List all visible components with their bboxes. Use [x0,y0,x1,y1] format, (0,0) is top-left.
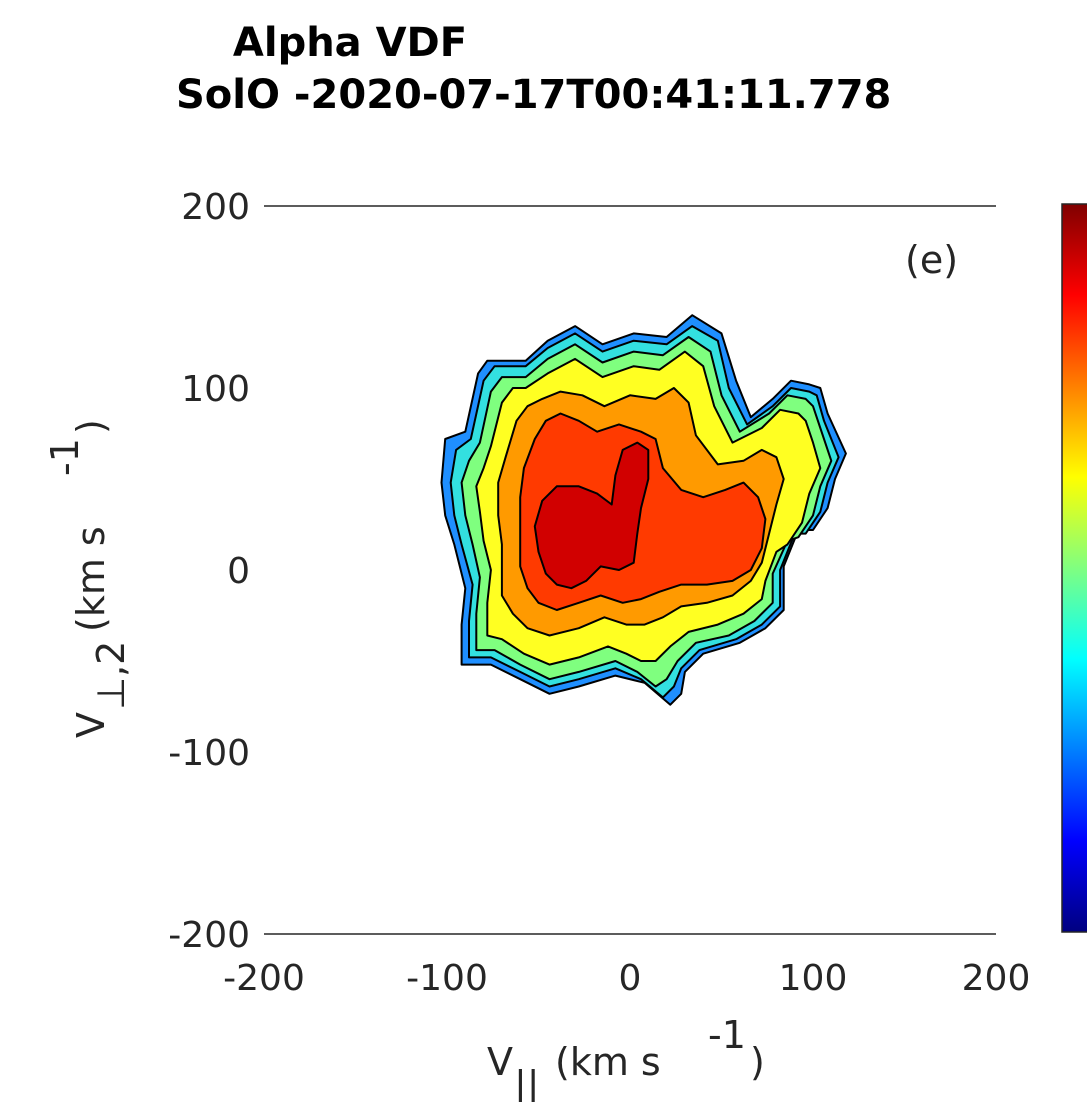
x-tick-labels: -200 -100 0 100 200 [223,958,1030,999]
contour-level-7 [533,441,650,590]
x-tick-label: 0 [619,958,642,999]
y-label-unit-sup: -1 [43,438,87,476]
x-tick-label: 200 [962,958,1031,999]
svg-text:): ) [750,1040,765,1084]
x-tick-label: -200 [223,958,305,999]
svg-text:(km s: (km s [555,1040,661,1084]
chart-subtitle: SolO -2020-07-17T00:41:11.778 [176,72,892,118]
y-label-unit-close: ) [69,419,113,434]
y-label-main: V [69,712,113,738]
x-label-unit-close: ) [750,1040,765,1084]
chart-title: Alpha VDF [232,20,468,66]
panel-label: (e) [905,238,958,282]
y-label-sub: ⊥,2 [89,641,133,710]
x-label-unit-sup: -1 [708,1013,746,1057]
colorbar [1061,203,1087,933]
y-tick-labels: 200 100 0 -100 -200 [168,187,250,956]
contour-levels [440,314,847,706]
x-label-unit: (km s [555,1040,661,1084]
svg-text:⊥,2: ⊥,2 [89,641,133,710]
svg-text:): ) [69,419,113,434]
x-axis-label: V || (km s -1 ) [487,1013,765,1102]
y-tick-label: 200 [181,187,250,228]
svg-text:(km s: (km s [69,526,113,632]
svg-text:||: || [514,1063,540,1102]
y-tick-label: -200 [168,915,250,956]
x-label-main: V [487,1040,513,1084]
y-label-unit: (km s [69,526,113,632]
svg-text:-1: -1 [708,1013,746,1057]
y-tick-label: 100 [181,369,250,410]
x-tick-label: 100 [779,958,848,999]
y-tick-label: 0 [227,551,250,592]
svg-text:V: V [69,712,113,738]
svg-text:V: V [487,1040,513,1084]
y-axis-label: V ⊥,2 (km s -1 ) [43,419,133,738]
x-label-sub: || [514,1063,540,1102]
svg-text:-1: -1 [43,438,87,476]
x-tick-label: -100 [406,958,488,999]
y-tick-label: -100 [168,733,250,774]
